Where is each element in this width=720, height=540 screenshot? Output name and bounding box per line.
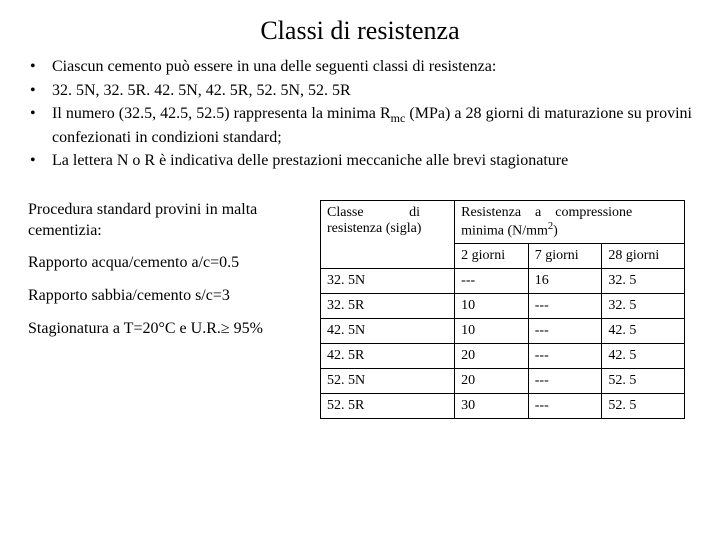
cell-7g: --- [528, 319, 602, 344]
cell-sigla: 42. 5R [321, 344, 455, 369]
bullet-dot: • [28, 80, 52, 102]
table-row: 52. 5R 30 --- 52. 5 [321, 394, 685, 419]
table-row: 32. 5N --- 16 32. 5 [321, 269, 685, 294]
table-row: 42. 5N 10 --- 42. 5 [321, 319, 685, 344]
bullet-item: • Il numero (32.5, 42.5, 52.5) rappresen… [28, 103, 692, 148]
cell-2g: 20 [455, 369, 529, 394]
cell-28g: 42. 5 [602, 344, 685, 369]
table-row: 52. 5N 20 --- 52. 5 [321, 369, 685, 394]
cell-sigla: 52. 5R [321, 394, 455, 419]
col-header-28giorni: 28 giorni [602, 244, 685, 269]
bullet-dot: • [28, 56, 52, 78]
col-header-classe: Classe di resistenza (sigla) [321, 200, 455, 269]
cell-28g: 52. 5 [602, 394, 685, 419]
bullet-item: • Ciascun cemento può essere in una dell… [28, 56, 692, 78]
col-header-resistenza: Resistenza a compressione minima (N/mm2) [455, 200, 685, 244]
ratio-water-cement: Rapporto acqua/cemento a/c=0.5 [28, 253, 298, 274]
subscript-rmc: mc [391, 111, 406, 125]
table-row: 42. 5R 20 --- 42. 5 [321, 344, 685, 369]
bullet-item: • 32. 5N, 32. 5R. 42. 5N, 42. 5R, 52. 5N… [28, 80, 692, 102]
bullet-text: Il numero (32.5, 42.5, 52.5) rappresenta… [52, 103, 692, 148]
cell-28g: 42. 5 [602, 319, 685, 344]
table-header-row: Classe di resistenza (sigla) Resistenza … [321, 200, 685, 244]
cell-7g: --- [528, 344, 602, 369]
bullet-list: • Ciascun cemento può essere in una dell… [28, 56, 692, 172]
lower-section: Procedura standard provini in malta ceme… [28, 200, 692, 420]
cell-2g: 10 [455, 319, 529, 344]
bullet-item: • La lettera N o R è indicativa delle pr… [28, 150, 692, 172]
bullet-dot: • [28, 150, 52, 172]
resistance-table: Classe di resistenza (sigla) Resistenza … [320, 200, 685, 420]
cell-2g: 10 [455, 294, 529, 319]
slide: Classi di resistenza • Ciascun cemento p… [0, 0, 720, 439]
cell-7g: --- [528, 369, 602, 394]
procedure-text: Procedura standard provini in malta ceme… [28, 200, 298, 352]
cell-2g: --- [455, 269, 529, 294]
procedure-intro: Procedura standard provini in malta ceme… [28, 200, 298, 242]
cell-sigla: 52. 5N [321, 369, 455, 394]
table-row: 32. 5R 10 --- 32. 5 [321, 294, 685, 319]
cell-sigla: 32. 5N [321, 269, 455, 294]
cell-28g: 52. 5 [602, 369, 685, 394]
cell-7g: 16 [528, 269, 602, 294]
curing-conditions: Stagionatura a T=20°C e U.R.≥ 95% [28, 319, 298, 340]
bullet-text: La lettera N o R è indicativa delle pres… [52, 150, 692, 172]
ratio-sand-cement: Rapporto sabbia/cemento s/c=3 [28, 286, 298, 307]
cell-2g: 20 [455, 344, 529, 369]
cell-sigla: 42. 5N [321, 319, 455, 344]
col-header-2giorni: 2 giorni [455, 244, 529, 269]
cell-sigla: 32. 5R [321, 294, 455, 319]
cell-28g: 32. 5 [602, 294, 685, 319]
page-title: Classi di resistenza [28, 16, 692, 46]
bullet-text: 32. 5N, 32. 5R. 42. 5N, 42. 5R, 52. 5N, … [52, 80, 692, 102]
bullet-text: Ciascun cemento può essere in una delle … [52, 56, 692, 78]
col-header-7giorni: 7 giorni [528, 244, 602, 269]
cell-28g: 32. 5 [602, 269, 685, 294]
cell-2g: 30 [455, 394, 529, 419]
bullet-dot: • [28, 103, 52, 148]
cell-7g: --- [528, 394, 602, 419]
cell-7g: --- [528, 294, 602, 319]
